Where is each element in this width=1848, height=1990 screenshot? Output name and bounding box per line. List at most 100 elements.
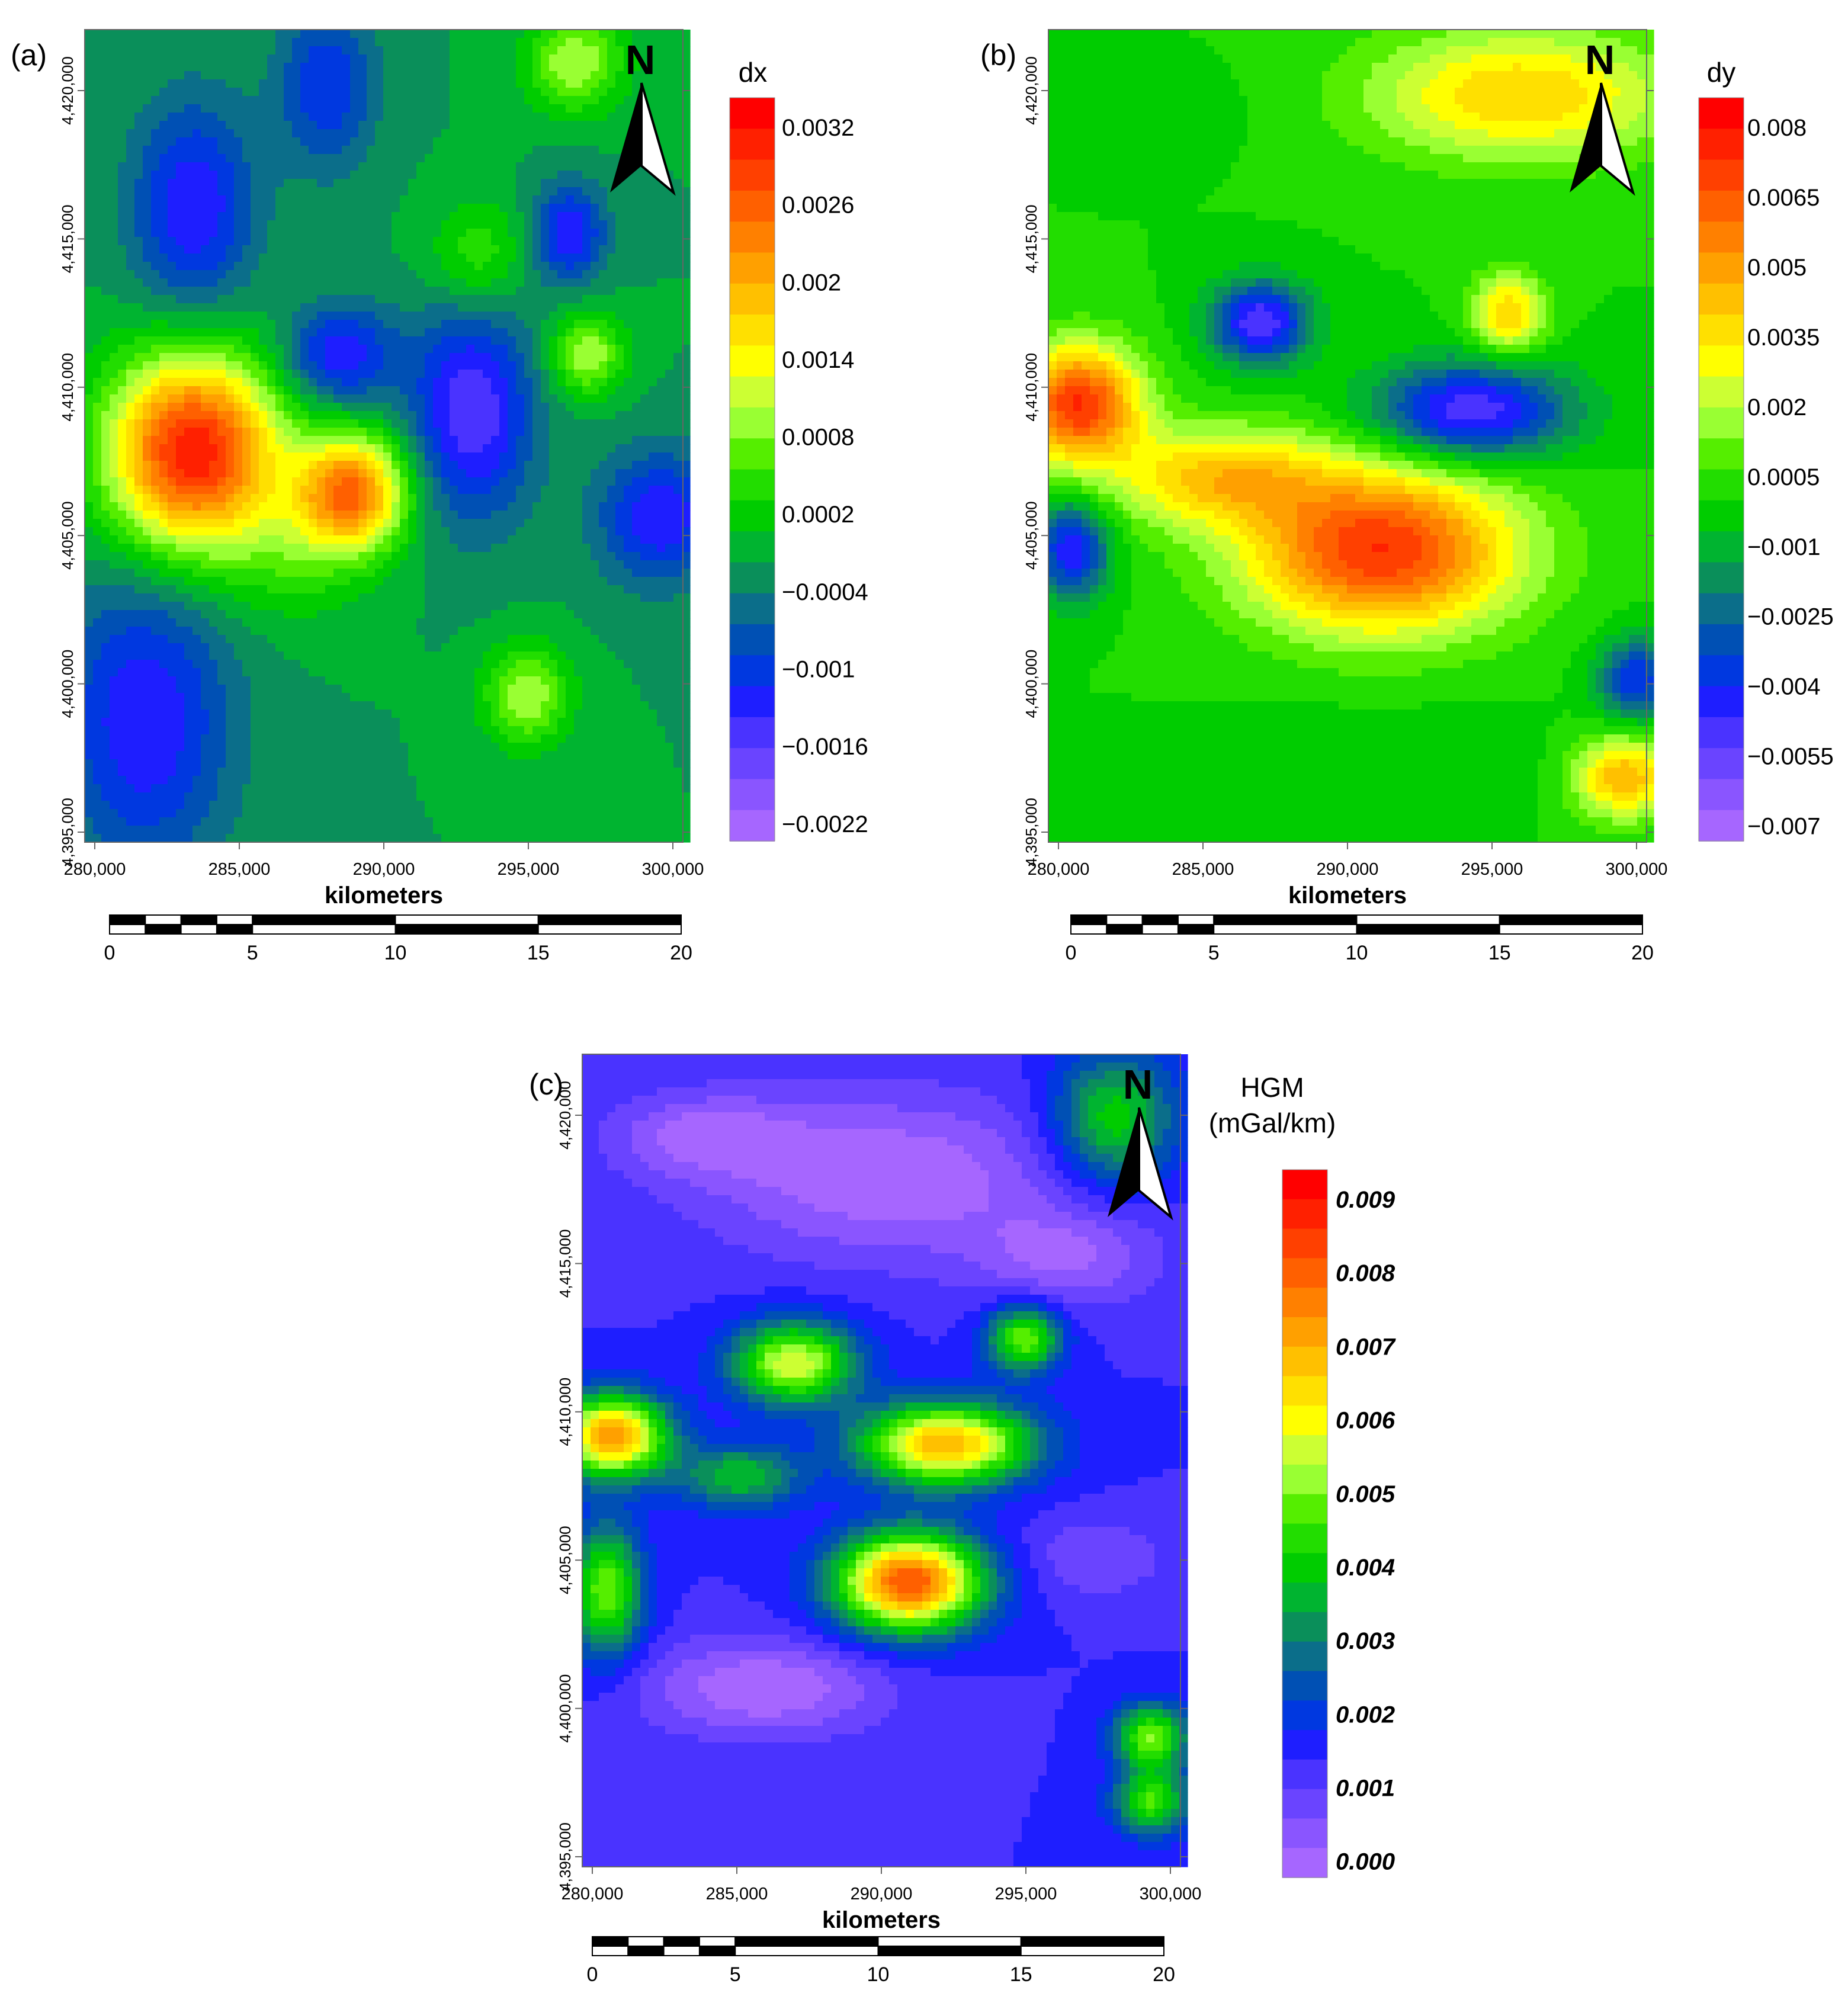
legend-label: −0.001 xyxy=(782,657,855,683)
legend-swatch xyxy=(730,748,775,780)
legend-title: HGM xyxy=(1240,1072,1304,1103)
y-tick-label: 4,395,000 xyxy=(59,798,76,866)
legend-swatch xyxy=(1282,1258,1327,1288)
legend-label: 0.005 xyxy=(1747,255,1807,281)
legend-swatch xyxy=(730,469,775,501)
legend-label: 0.001 xyxy=(1336,1776,1395,1802)
legend: 0.008 0.0065 0.005 0.0035 0.002 0.0005 −0.001 −… xyxy=(1698,57,1834,842)
panel-label: (a) xyxy=(11,38,47,72)
x-tick-label: 300,000 xyxy=(642,860,704,879)
legend-swatch xyxy=(1699,717,1744,749)
y-tick-label: 4,410,000 xyxy=(59,353,76,422)
y-tick-label: 4,415,000 xyxy=(59,205,76,274)
north-label: N xyxy=(1123,1061,1153,1108)
map-field xyxy=(85,30,691,843)
y-tick-label: 4,400,000 xyxy=(556,1674,574,1743)
legend-label: 0.004 xyxy=(1336,1555,1395,1581)
legend-swatch xyxy=(1282,1317,1327,1347)
legend: 0.009 0.008 0.007 0.006 0.005 0.004 0.003 0.002… xyxy=(1209,1072,1396,1878)
legend-swatch xyxy=(1282,1405,1327,1436)
y-tick-label: 4,395,000 xyxy=(556,1822,574,1891)
legend-label: 0.003 xyxy=(1336,1628,1395,1654)
legend-swatch xyxy=(1699,98,1744,130)
scale-tick-label: 0 xyxy=(587,1963,598,1986)
x-tick-label: 280,000 xyxy=(1028,860,1090,879)
legend-swatch xyxy=(730,252,775,284)
legend-subtitle: (mGal/km) xyxy=(1209,1108,1336,1138)
legend-swatch xyxy=(1282,1435,1327,1465)
x-tick-label: 295,000 xyxy=(995,1885,1057,1904)
legend-swatch xyxy=(730,283,775,315)
legend: 0.0032 0.0026 0.002 0.0014 0.0008 0.0002 −0.00… xyxy=(729,57,868,842)
legend-swatch xyxy=(1282,1523,1327,1554)
scale-tick-label: 10 xyxy=(867,1963,890,1986)
y-tick-label: 4,420,000 xyxy=(59,56,76,125)
legend-swatch xyxy=(1699,779,1744,811)
legend-label: 0.007 xyxy=(1336,1334,1396,1360)
legend-swatch xyxy=(730,438,775,470)
legend-swatch xyxy=(1699,469,1744,501)
map-field xyxy=(582,1054,1188,1867)
legend-swatch xyxy=(1699,810,1744,842)
scale-tick-label: 20 xyxy=(1153,1963,1175,1986)
panel-b: 280,000 285,000 290,000 295,000 300,000 4,395… xyxy=(980,29,1834,964)
y-tick-label: 4,420,000 xyxy=(1022,56,1040,125)
legend-swatch xyxy=(730,593,775,625)
legend-swatch xyxy=(1699,686,1744,718)
x-axis-label: kilometers xyxy=(822,1907,941,1933)
scale-tick-label: 10 xyxy=(1346,942,1368,964)
legend-label: 0.002 xyxy=(782,269,841,296)
legend-swatch xyxy=(1282,1641,1327,1672)
x-tick-label: 280,000 xyxy=(562,1885,624,1904)
legend-label: −0.0004 xyxy=(782,579,868,605)
legend-swatch xyxy=(1282,1583,1327,1613)
legend-swatch xyxy=(730,531,775,563)
legend-label: 0.005 xyxy=(1336,1481,1395,1507)
legend-label: −0.007 xyxy=(1747,814,1820,840)
legend-swatch xyxy=(1282,1671,1327,1702)
legend-swatch xyxy=(730,779,775,811)
y-tick-label: 4,405,000 xyxy=(556,1526,574,1594)
scale-tick-label: 15 xyxy=(1010,1963,1032,1986)
legend-swatch xyxy=(730,407,775,439)
y-tick-label: 4,415,000 xyxy=(1022,205,1040,274)
legend-label: 0.008 xyxy=(1747,115,1807,141)
scale-tick-label: 20 xyxy=(1631,942,1654,964)
legend-swatch xyxy=(1282,1848,1327,1878)
legend-swatch xyxy=(1699,500,1744,532)
x-tick-label: 295,000 xyxy=(498,860,560,879)
legend-swatch xyxy=(1282,1700,1327,1731)
legend-swatch xyxy=(1282,1228,1327,1259)
scale-tick-label: 0 xyxy=(104,942,116,964)
x-tick-label: 285,000 xyxy=(706,1885,768,1904)
legend-label: 0.0008 xyxy=(782,425,854,451)
legend-swatch xyxy=(1282,1376,1327,1407)
legend-swatch xyxy=(730,717,775,749)
legend-label: −0.0055 xyxy=(1747,744,1834,770)
y-tick-label: 4,410,000 xyxy=(1022,353,1040,422)
legend-swatch xyxy=(1699,252,1744,284)
legend-swatch xyxy=(1699,190,1744,222)
legend-swatch xyxy=(730,655,775,687)
x-tick-label: 280,000 xyxy=(64,860,126,879)
legend-label: 0.0014 xyxy=(782,347,854,373)
legend-swatch xyxy=(1282,1464,1327,1495)
legend-swatch xyxy=(1699,159,1744,191)
y-tick-label: 4,395,000 xyxy=(1022,798,1040,866)
legend-label: 0.0065 xyxy=(1747,185,1820,211)
legend-label: −0.004 xyxy=(1747,674,1820,700)
legend-swatch xyxy=(1699,283,1744,315)
panel-label: (b) xyxy=(980,38,1016,72)
legend-label: 0.0035 xyxy=(1747,325,1820,351)
legend-swatch xyxy=(1699,593,1744,625)
legend-swatch xyxy=(1699,314,1744,346)
legend-swatch xyxy=(730,376,775,408)
x-tick-label: 290,000 xyxy=(1317,860,1379,879)
legend-label: 0.008 xyxy=(1336,1260,1395,1286)
x-tick-label: 300,000 xyxy=(1606,860,1668,879)
legend-swatch xyxy=(1282,1288,1327,1318)
scale-tick-label: 20 xyxy=(670,942,692,964)
y-tick-label: 4,410,000 xyxy=(556,1378,574,1446)
legend-swatch xyxy=(1282,1346,1327,1377)
